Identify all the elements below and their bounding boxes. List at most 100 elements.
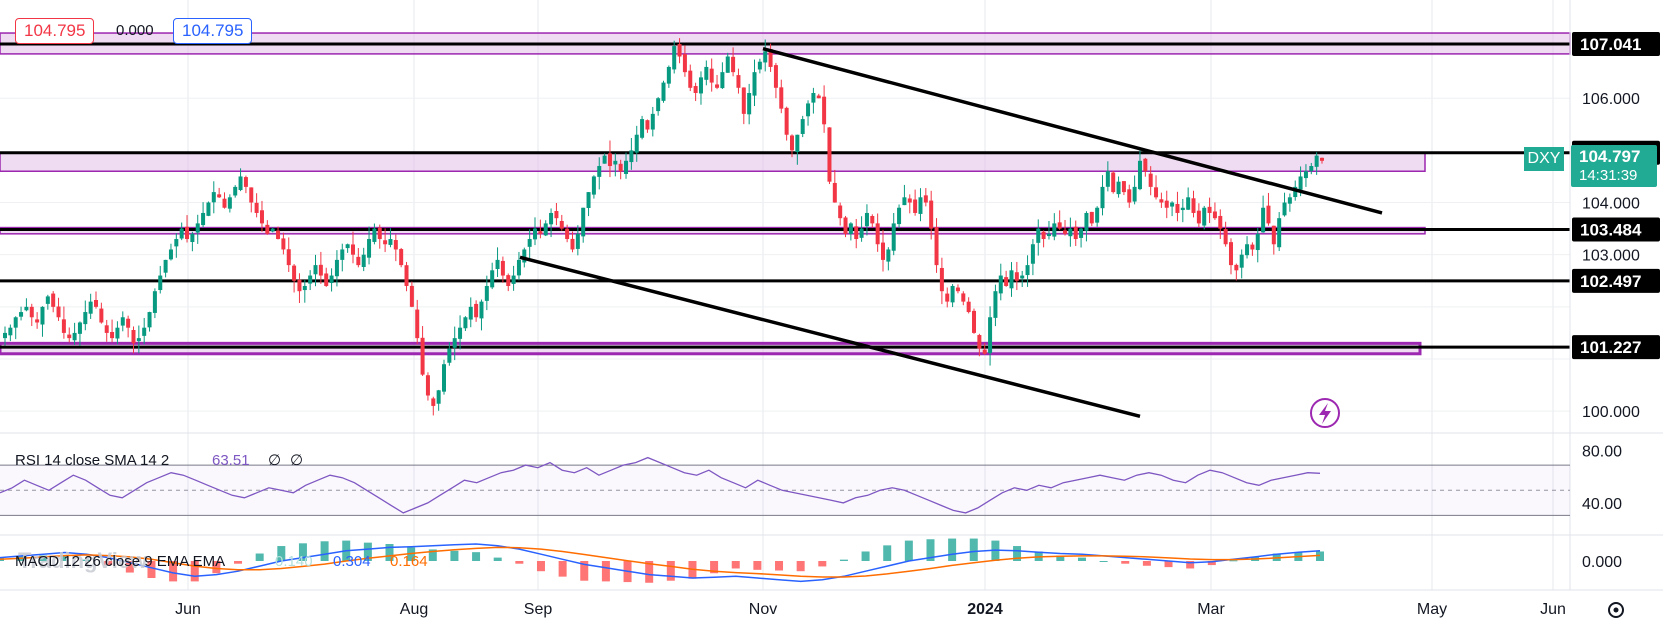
candle-body bbox=[1202, 207, 1207, 226]
candle-body bbox=[1089, 211, 1094, 224]
candle-body bbox=[597, 166, 602, 177]
macd-histogram-bar bbox=[1229, 560, 1238, 562]
candle-body bbox=[1105, 171, 1110, 187]
candle-body bbox=[1271, 225, 1276, 245]
spread-value: 0.000 bbox=[116, 22, 154, 39]
macd-histogram-bar bbox=[796, 561, 805, 572]
candle-body bbox=[1234, 264, 1239, 271]
candle-body bbox=[126, 318, 131, 328]
candle-body bbox=[822, 96, 827, 125]
price-level-label: 101.227 bbox=[1580, 338, 1641, 357]
macd-histogram-bar bbox=[1056, 555, 1065, 561]
settings-icon[interactable] bbox=[1608, 602, 1624, 618]
candle-body bbox=[629, 150, 634, 163]
candle-body bbox=[816, 95, 821, 99]
trendlines[interactable] bbox=[519, 46, 1383, 419]
candle-body bbox=[243, 177, 248, 187]
candle-body bbox=[67, 334, 72, 339]
candle-body bbox=[1303, 171, 1308, 179]
candle-body bbox=[404, 265, 409, 286]
candle-body bbox=[211, 192, 216, 203]
symbol-tag[interactable]: DXY bbox=[1524, 147, 1564, 171]
candle-body bbox=[436, 390, 441, 404]
candle-body bbox=[682, 54, 687, 73]
price-level-label-bg bbox=[1572, 217, 1660, 242]
candle-body bbox=[468, 306, 473, 320]
candle-body bbox=[1041, 231, 1046, 240]
candle-body bbox=[206, 202, 211, 216]
candle-body bbox=[565, 228, 570, 240]
macd-histogram-bar bbox=[580, 561, 589, 581]
candle-body bbox=[913, 199, 918, 213]
candle-body bbox=[527, 239, 532, 247]
candle-body bbox=[88, 301, 93, 314]
candle-body bbox=[1052, 223, 1057, 237]
candle-body bbox=[51, 293, 56, 307]
candle-body bbox=[1025, 265, 1030, 276]
candle-body bbox=[1212, 211, 1217, 219]
candle-body bbox=[500, 260, 505, 276]
candle-body bbox=[666, 66, 671, 84]
candle-body bbox=[993, 291, 998, 318]
bid-price-box[interactable]: 104.795 bbox=[15, 18, 95, 44]
candle-body bbox=[19, 312, 24, 317]
candle-body bbox=[201, 212, 206, 226]
candle-body bbox=[731, 56, 736, 73]
macd-histogram-bar bbox=[385, 544, 394, 561]
candle-body bbox=[843, 217, 848, 234]
candle-body bbox=[672, 46, 677, 70]
candle-body bbox=[661, 82, 666, 101]
candle-body bbox=[747, 93, 752, 115]
candle-body bbox=[35, 319, 40, 323]
candle-body bbox=[1175, 203, 1180, 213]
candle-body bbox=[399, 249, 404, 266]
candle-body bbox=[45, 296, 50, 304]
candle-body bbox=[763, 51, 768, 63]
price-axis[interactable]: 107.041106.000104.955104.000103.484103.0… bbox=[1572, 31, 1660, 571]
macd-histogram-bar bbox=[515, 561, 524, 564]
candle-body bbox=[185, 226, 190, 240]
candle-body bbox=[961, 293, 966, 302]
ask-price-box[interactable]: 104.795 bbox=[173, 18, 253, 44]
macd-histogram-bar bbox=[39, 555, 48, 561]
macd-histogram-bar bbox=[1186, 561, 1195, 569]
price-level-label-bg bbox=[1572, 268, 1660, 293]
candle-body bbox=[1298, 176, 1303, 190]
macd-histogram-bar bbox=[1121, 561, 1130, 564]
candle-body bbox=[415, 309, 420, 339]
candle-body bbox=[923, 195, 928, 203]
candle-body bbox=[757, 61, 762, 70]
price-tick-label: 103.000 bbox=[1582, 248, 1640, 265]
macd-pane bbox=[0, 538, 1324, 583]
candle-body bbox=[955, 287, 960, 292]
time-axis[interactable]: Jun Aug Sep Nov 2024 Mar May Jun bbox=[0, 589, 1663, 618]
candle-body bbox=[602, 155, 607, 164]
candle-body bbox=[120, 317, 125, 326]
candle-body bbox=[356, 256, 361, 266]
alert-icon[interactable] bbox=[1310, 398, 1340, 428]
price-level-label-bg bbox=[1572, 31, 1660, 56]
candle-body bbox=[698, 77, 703, 94]
candle-body bbox=[318, 264, 323, 276]
candle-body bbox=[1228, 242, 1233, 266]
candle-body bbox=[516, 259, 521, 276]
candle-body bbox=[1127, 189, 1132, 203]
macd-histogram-bar bbox=[1099, 561, 1108, 562]
macd-line-value: 0.304 bbox=[333, 553, 371, 570]
time-tick-label: Aug bbox=[400, 601, 428, 618]
candle-body bbox=[1159, 199, 1164, 203]
macd-histogram-bar bbox=[298, 543, 307, 561]
macd-histogram-bar bbox=[775, 561, 784, 571]
macd-signal-line bbox=[0, 546, 1321, 578]
candle-body bbox=[1148, 173, 1153, 187]
candle-body bbox=[1207, 206, 1212, 213]
candle-body bbox=[1314, 155, 1319, 167]
candle-body bbox=[1255, 233, 1260, 251]
candle-body bbox=[377, 227, 382, 240]
candle-body bbox=[495, 259, 500, 270]
candle-body bbox=[549, 212, 554, 225]
macd-histogram-bar bbox=[472, 552, 481, 561]
candle-body bbox=[345, 244, 350, 249]
rsi-name: RSI 14 close SMA 14 2 bbox=[15, 452, 169, 469]
